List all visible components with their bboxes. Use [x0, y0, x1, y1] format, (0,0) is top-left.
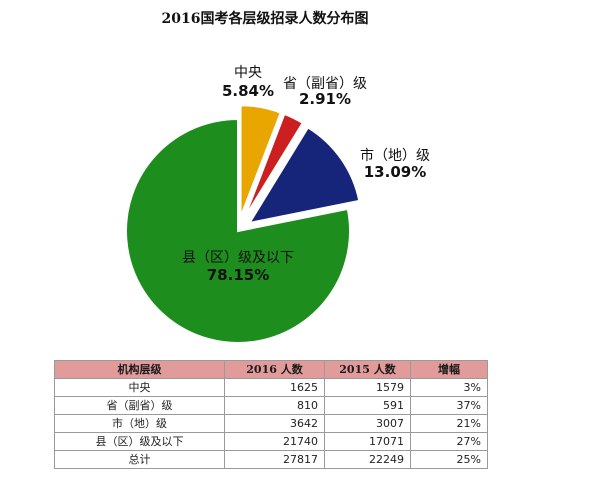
table-cell: 27%	[410, 432, 488, 451]
table-cell: 17071	[324, 432, 411, 451]
table-cell: 3%	[410, 378, 488, 397]
pie-label-percent-0: 5.84%	[222, 82, 274, 100]
table-cell: 810	[224, 396, 325, 415]
pie-label-name-0: 中央	[234, 65, 262, 81]
table-cell: 25%	[410, 450, 488, 469]
table-cell: 县（区）级及以下	[54, 432, 225, 451]
table-row: 市（地）级 3642 3007 21%	[54, 414, 488, 433]
table-header-cell-0: 机构层级	[54, 360, 225, 379]
table-cell: 591	[324, 396, 411, 415]
table-body: 中央 1625 1579 3% 省（副省）级 810 591 37% 市（地）级 3642 3007…	[54, 378, 488, 469]
table-cell: 27817	[224, 450, 325, 469]
pie-label-percent-3: 78.15%	[207, 266, 269, 284]
table-cell: 中央	[54, 378, 225, 397]
table-cell: 总计	[54, 450, 225, 469]
pie-label-name-3: 县（区）级及以下	[182, 250, 294, 266]
table-cell: 21740	[224, 432, 325, 451]
table-cell: 3642	[224, 414, 325, 433]
table-cell: 37%	[410, 396, 488, 415]
table-row: 总计 27817 22249 25%	[54, 450, 488, 469]
table-cell: 1625	[224, 378, 325, 397]
table-cell: 省（副省）级	[54, 396, 225, 415]
table-header-cell-3: 增幅	[410, 360, 488, 379]
table-header-row: 机构层级 2016 人数 2015 人数 增幅	[54, 360, 488, 379]
table-row: 中央 1625 1579 3%	[54, 378, 488, 397]
table-row: 省（副省）级 810 591 37%	[54, 396, 488, 415]
pie-chart: 中央5.84% 省（副省）级2.91% 市（地）级13.09% 县（区）级及以下78.…	[125, 65, 430, 344]
pie-slice-2	[247, 126, 361, 225]
pie-label-name-2: 市（地）级	[360, 147, 430, 164]
table-cell: 市（地）级	[54, 414, 225, 433]
table-cell: 1579	[324, 378, 411, 397]
table-row: 县（区）级及以下 21740 17071 27%	[54, 432, 488, 451]
pie-slice-0	[239, 104, 283, 218]
pie-label-name-1: 省（副省）级	[283, 76, 367, 92]
pie-slice-3	[125, 117, 351, 344]
table-header-cell-1: 2016 人数	[224, 360, 325, 379]
chart-title: 2016国考各层级招录人数分布图	[161, 11, 369, 27]
table-header-cell-2: 2015 人数	[324, 360, 411, 379]
pie-slice-1	[243, 112, 305, 219]
table-cell: 3007	[324, 414, 411, 433]
stats-table: 机构层级 2016 人数 2015 人数 增幅 中央 1625 1579 3% 省（副省）级 8…	[54, 360, 488, 469]
table-cell: 22249	[324, 450, 411, 469]
pie-label-percent-1: 2.91%	[299, 90, 351, 108]
pie-label-percent-2: 13.09%	[364, 163, 426, 181]
table-cell: 21%	[410, 414, 488, 433]
